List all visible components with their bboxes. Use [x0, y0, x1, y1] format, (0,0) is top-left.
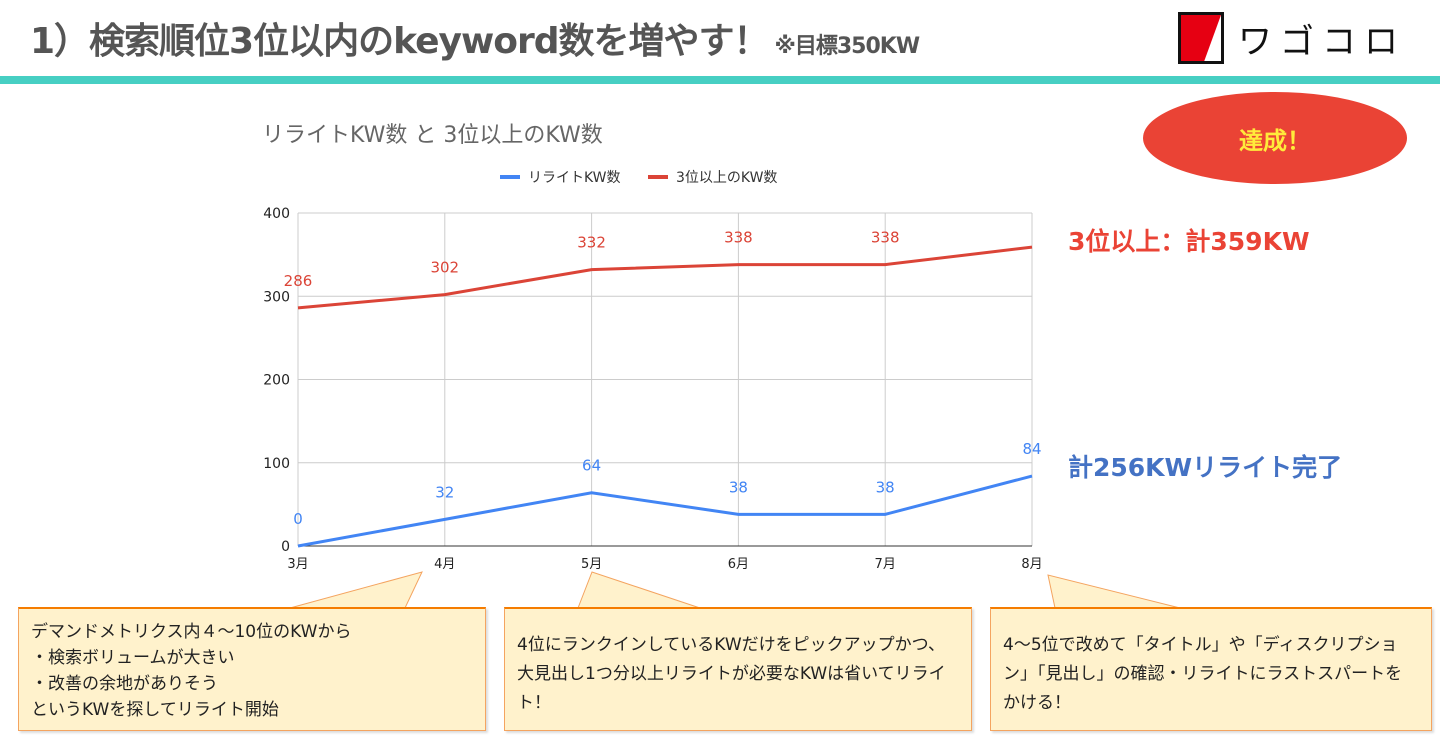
data-label: 338 [871, 229, 900, 247]
data-label: 84 [1022, 440, 1041, 458]
data-label: 338 [724, 229, 753, 247]
callout-line: 4位にランクインしているKWだけをピックアップかつ、大見出し1つ分以上リライトが… [517, 635, 946, 713]
achieved-badge: 達成！ [1143, 92, 1407, 184]
callout-line: というKWを探してリライト開始 [31, 700, 279, 720]
y-tick-label: 300 [263, 289, 290, 305]
callout-april: デマンドメトリクス内４～10位のKWから ・検索ボリュームが大きい ・改善の余地… [18, 607, 486, 731]
x-tick-label: 5月 [581, 557, 602, 572]
callout-line: デマンドメトリクス内４～10位のKWから [31, 622, 352, 642]
y-tick-label: 100 [263, 456, 290, 472]
y-tick-label: 400 [263, 206, 290, 222]
legend-label: リライトKW数 [528, 170, 621, 186]
blue-annotation: 計256KWリライト完了 [1068, 453, 1343, 482]
series-line [297, 245, 1033, 310]
callout-tail [1047, 574, 1181, 609]
data-label: 0 [293, 510, 303, 528]
y-tick-label: 200 [263, 373, 290, 389]
callout-tail [289, 571, 423, 609]
data-label: 332 [577, 234, 606, 252]
header-divider [0, 76, 1440, 84]
series-line [297, 474, 1033, 548]
callout-line: 4～5位で改めて「タイトル」や「ディスクリプション」「見出し」の確認・リライトに… [1003, 635, 1403, 713]
callout-tail [577, 571, 701, 609]
callout-line: ・改善の余地がありそう [31, 674, 218, 694]
data-label: 64 [582, 457, 601, 475]
title-text: 1）検索順位3位以内のkeyword数を増やす！ [30, 21, 769, 62]
title-goal: ※目標350KW [774, 34, 920, 59]
chart-title: リライトKW数 と 3位以上のKW数 [262, 123, 603, 148]
data-label: 286 [284, 272, 313, 290]
data-label: 38 [729, 478, 748, 496]
callout-line: ・検索ボリュームが大きい [31, 648, 235, 668]
y-tick-label: 0 [281, 539, 290, 555]
x-tick-label: 7月 [875, 557, 896, 572]
data-label: 38 [876, 478, 895, 496]
x-tick-label: 4月 [434, 557, 455, 572]
callout-august: 4～5位で改めて「タイトル」や「ディスクリプション」「見出し」の確認・リライトに… [990, 607, 1432, 731]
legend-label: 3位以上のKW数 [676, 170, 777, 186]
logo-mark-icon [1178, 12, 1224, 64]
page-title: 1）検索順位3位以内のkeyword数を増やす！ ※目標350KW [30, 12, 920, 64]
x-tick-label: 8月 [1021, 557, 1042, 572]
callout-may: 4位にランクインしているKWだけをピックアップかつ、大見出し1つ分以上リライトが… [504, 607, 972, 731]
data-label: 302 [430, 259, 459, 277]
data-label: 32 [435, 483, 454, 501]
red-annotation: 3位以上：計359KW [1068, 227, 1310, 256]
x-tick-label: 6月 [728, 557, 749, 572]
x-tick-label: 3月 [287, 557, 308, 572]
logo: ワゴコロ [1178, 12, 1406, 64]
logo-text: ワゴコロ [1238, 21, 1406, 62]
